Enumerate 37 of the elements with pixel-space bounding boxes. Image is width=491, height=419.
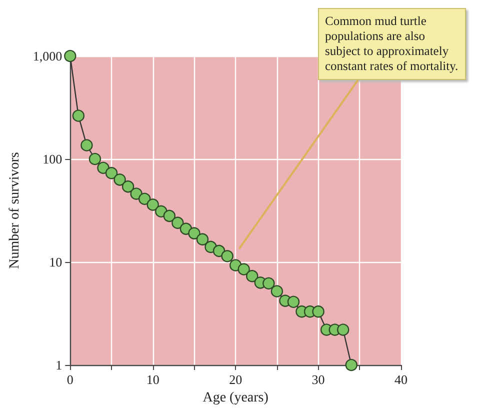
point [114, 174, 126, 186]
point [221, 250, 234, 262]
point [72, 110, 85, 122]
x-tick-label: 0 [66, 372, 74, 387]
point [172, 216, 184, 229]
x-tick-label: 40 [394, 372, 408, 387]
x-tick-label: 20 [229, 372, 242, 387]
y-tick-label: 10 [49, 254, 62, 270]
point [212, 244, 226, 258]
point [188, 227, 200, 240]
point [345, 358, 358, 372]
point [312, 305, 324, 318]
point [64, 50, 76, 62]
point [196, 233, 209, 246]
point [97, 162, 110, 174]
y-tick-label: 100 [42, 152, 62, 166]
y-tick-label: 1 [56, 358, 62, 372]
annotation: Common mud turtle populations are also subject to approximately constant rates of mortality. [318, 8, 466, 80]
point [287, 296, 300, 308]
point [246, 270, 258, 282]
x-tick-label: 30 [312, 372, 325, 387]
point [138, 192, 151, 205]
point [122, 180, 134, 193]
point [238, 263, 250, 276]
point [130, 188, 142, 200]
point [262, 277, 275, 290]
x-tick-label: 10 [146, 372, 160, 387]
point [80, 139, 93, 152]
point [337, 324, 350, 336]
point [270, 285, 284, 298]
y-tick-label: 1,000 [32, 48, 62, 64]
y-axis-title: Number of survivors [8, 152, 22, 269]
point [163, 210, 176, 222]
x-axis-title: Age (years) [202, 390, 269, 406]
point [105, 166, 118, 180]
point [88, 152, 102, 166]
point [146, 198, 159, 211]
